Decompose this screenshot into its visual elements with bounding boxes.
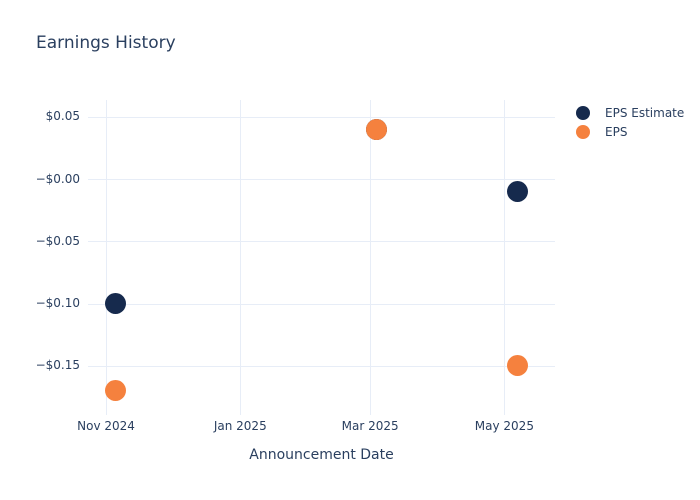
y-tick-label: −$0.15 (35, 358, 80, 373)
x-axis-title: Announcement Date (249, 447, 394, 463)
y-gridline (88, 241, 555, 243)
y-tick-label: −$0.05 (35, 233, 80, 248)
data-point-eps-estimate[interactable] (506, 181, 528, 202)
data-point-eps[interactable] (365, 118, 387, 140)
x-gridline (504, 100, 506, 415)
y-gridline (88, 116, 555, 118)
y-tick-label: $0.05 (45, 109, 80, 124)
y-gridline (88, 365, 555, 367)
eps-estimate-circle-icon (576, 106, 590, 120)
legend-item-eps-estimate[interactable]: EPS Estimate (576, 106, 684, 120)
x-gridline (106, 100, 108, 415)
data-point-eps[interactable] (105, 380, 127, 402)
legend: EPS Estimate EPS (576, 106, 684, 139)
x-gridline (370, 100, 372, 415)
legend-label-eps-estimate: EPS Estimate (605, 106, 685, 120)
legend-item-eps[interactable]: EPS (576, 125, 684, 139)
data-point-eps[interactable] (506, 355, 528, 377)
y-tick-label: −$0.00 (35, 171, 80, 186)
chart-title: Earnings History (36, 33, 176, 53)
y-tick-label: −$0.10 (35, 296, 80, 311)
x-tick-label: Nov 2024 (77, 419, 135, 433)
x-tick-label: Mar 2025 (341, 419, 399, 433)
legend-label-eps: EPS (605, 125, 628, 139)
plot-area (88, 100, 555, 415)
data-point-eps-estimate[interactable] (105, 293, 127, 315)
x-tick-label: May 2025 (474, 419, 534, 433)
x-tick-label: Jan 2025 (213, 419, 267, 433)
y-gridline (88, 179, 555, 181)
eps-circle-icon (576, 125, 590, 139)
x-gridline (240, 100, 242, 415)
y-gridline (88, 303, 555, 305)
